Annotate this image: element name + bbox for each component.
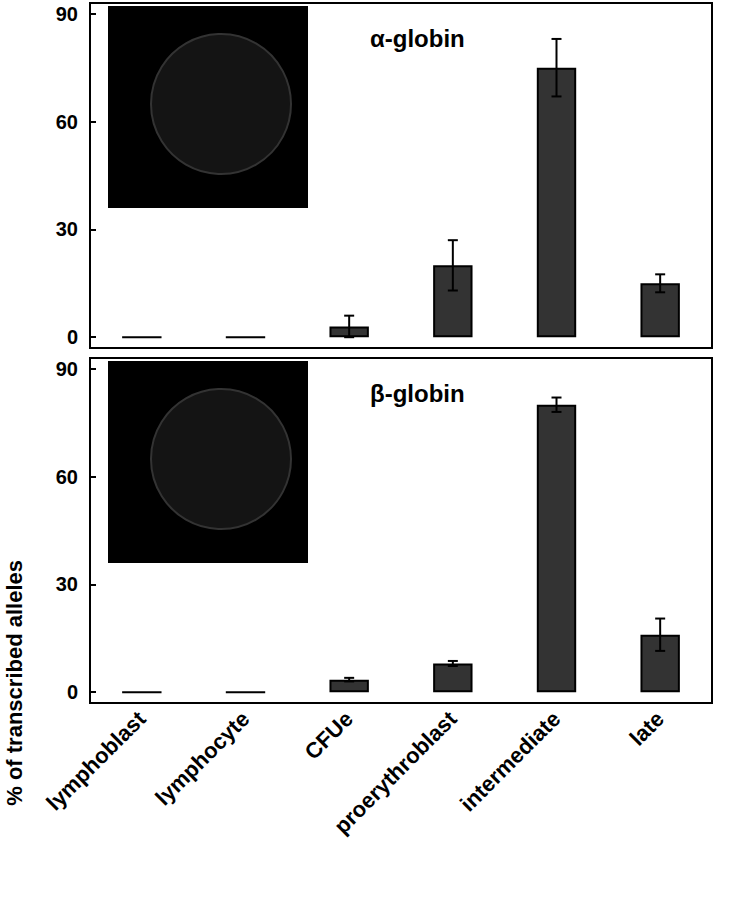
svg-text:30: 30: [56, 573, 78, 595]
svg-text:CFUe: CFUe: [300, 706, 358, 764]
svg-text:late: late: [625, 706, 669, 750]
svg-text:proerythroblast: proerythroblast: [329, 706, 462, 839]
svg-text:lymphocyte: lymphocyte: [150, 706, 254, 810]
svg-text:α-globin: α-globin: [370, 25, 465, 52]
svg-text:% of transcribed alleles: % of transcribed alleles: [2, 560, 27, 806]
svg-text:60: 60: [56, 111, 78, 133]
svg-text:90: 90: [56, 3, 78, 25]
svg-text:lymphoblast: lymphoblast: [41, 706, 151, 816]
svg-text:90: 90: [56, 358, 78, 380]
svg-text:0: 0: [67, 326, 78, 348]
svg-text:0: 0: [67, 681, 78, 703]
svg-text:β-globin: β-globin: [370, 380, 465, 407]
svg-text:30: 30: [56, 218, 78, 240]
svg-text:60: 60: [56, 466, 78, 488]
svg-text:intermediate: intermediate: [455, 706, 565, 816]
